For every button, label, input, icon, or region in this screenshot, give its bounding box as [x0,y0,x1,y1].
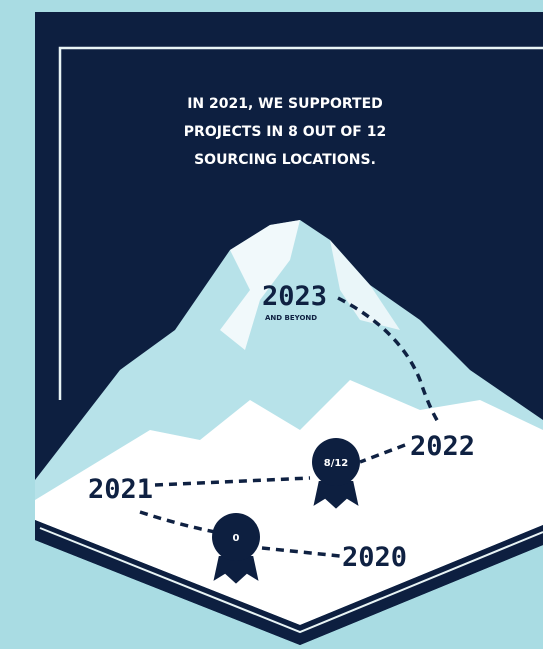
hem-line [39,527,543,634]
snow [35,380,543,625]
badge: 8/12 [310,438,362,512]
badge: 0 [210,513,262,587]
snow-patch [330,240,400,330]
milestone-year: 2022 [410,431,475,462]
path-line [139,510,216,534]
badge-label: 0 [233,533,240,544]
path-line [337,296,442,426]
milestone-year: 2021 [88,474,153,505]
path-line [154,476,311,487]
headline: PROJECTS IN 8 OUT OF 12 [184,124,386,140]
milestone-note: AND BEYOND [265,314,317,322]
banner-border [58,46,543,400]
headline: SOURCING LOCATIONS. [194,152,376,168]
banner-hem [35,520,543,645]
milestone-year: 2023 [262,281,327,312]
headline: IN 2021, WE SUPPORTED [187,96,383,112]
milestone-year: 2020 [342,542,407,573]
badge-label: 8/12 [324,458,349,469]
snow-patch [220,220,300,350]
